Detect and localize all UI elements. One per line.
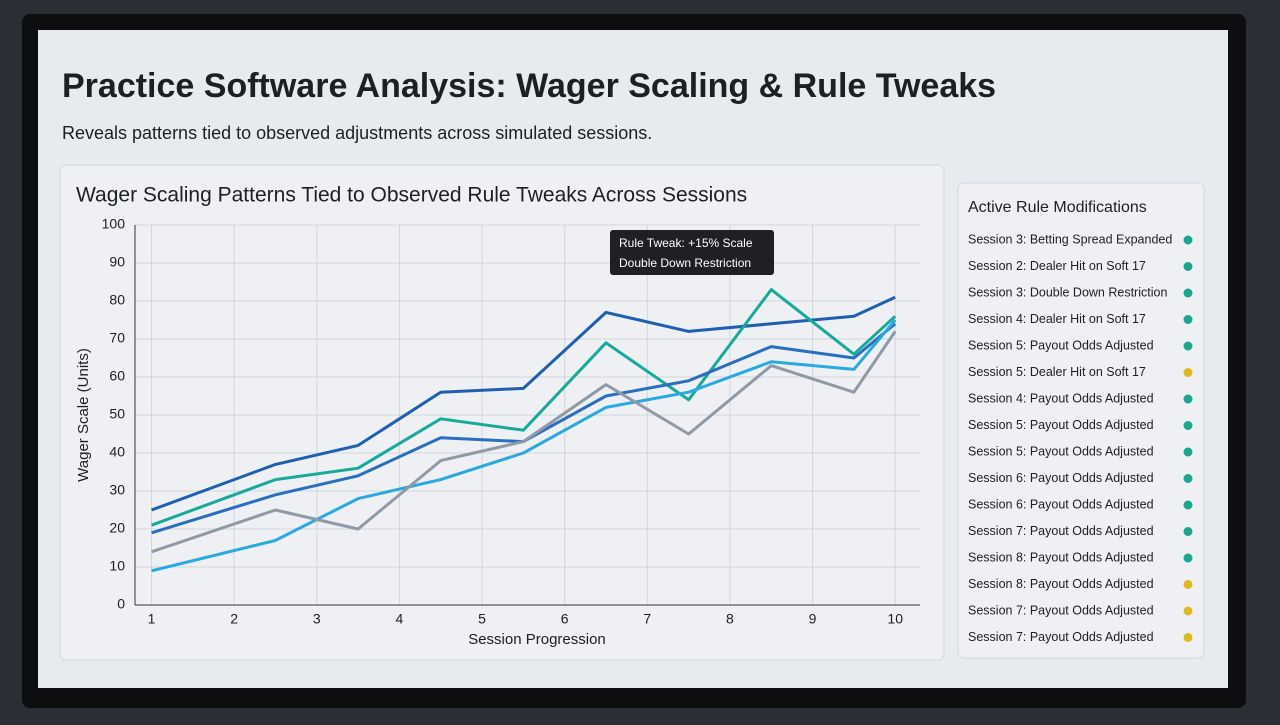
y-tick-label: 100 (102, 216, 126, 232)
y-tick-label: 60 (109, 368, 125, 384)
status-dot (1183, 315, 1193, 324)
y-tick-label: 20 (109, 520, 125, 536)
sidebar-panel (957, 182, 1205, 659)
x-tick-label: 3 (313, 611, 321, 627)
y-tick-label: 50 (109, 406, 125, 422)
series-line (151, 330, 897, 554)
x-tick-label: 7 (643, 611, 651, 627)
rule-item: Session 6: Payout Odds Adjusted (968, 471, 1154, 485)
chart-panel (59, 164, 945, 661)
y-tick-label: 0 (117, 596, 125, 612)
chart-title: Wager Scaling Patterns Tied to Observed … (76, 184, 747, 207)
status-dot (1183, 500, 1193, 510)
series-line (151, 322, 897, 535)
rule-item: Session 5: Payout Odds Adjusted (968, 418, 1154, 432)
x-tick-label: 6 (561, 611, 569, 627)
rule-item: Session 4: Dealer Hit on Soft 17 (968, 312, 1146, 326)
page-title: Practice Software Analysis: Wager Scalin… (62, 67, 996, 105)
status-dot (1183, 606, 1193, 616)
y-tick-label: 80 (109, 292, 125, 308)
rule-item: Session 7: Payout Odds Adjusted (968, 630, 1154, 644)
y-axis-label: Wager Scale (Units) (75, 348, 92, 482)
x-tick-label: 9 (809, 611, 817, 627)
rule-item: Session 8: Payout Odds Adjusted (968, 577, 1154, 591)
x-tick-label: 1 (148, 611, 156, 627)
x-tick-label: 10 (887, 611, 903, 627)
page-subtitle: Reveals patterns tied to observed adjust… (62, 123, 652, 143)
rule-item: Session 3: Double Down Restriction (968, 285, 1167, 299)
status-dot (1183, 288, 1193, 298)
y-tick-label: 10 (109, 558, 125, 574)
y-tick-label: 40 (109, 444, 125, 460)
status-dot (1183, 235, 1193, 245)
rule-item: Session 8: Payout Odds Adjusted (968, 550, 1154, 564)
status-dot (1183, 421, 1193, 430)
y-tick-label: 70 (109, 330, 125, 346)
rule-item: Session 7: Payout Odds Adjusted (968, 524, 1154, 538)
status-dot (1183, 447, 1193, 457)
x-axis-label: Session Progression (468, 631, 606, 648)
tooltip-box (610, 230, 774, 275)
status-dot (1183, 633, 1193, 642)
status-dot (1183, 368, 1193, 377)
status-dot (1183, 262, 1193, 271)
rule-item: Session 7: Payout Odds Adjusted (968, 603, 1154, 617)
series-line (151, 288, 897, 527)
status-dot (1183, 527, 1193, 536)
sidebar-title: Active Rule Modifications (968, 199, 1147, 216)
y-tick-label: 30 (109, 482, 125, 498)
rule-item: Session 5: Payout Odds Adjusted (968, 444, 1154, 458)
status-dot (1183, 553, 1193, 563)
status-dot (1183, 474, 1193, 483)
annotation: Double Down Restriction (619, 256, 751, 270)
x-tick-label: 2 (230, 611, 238, 627)
rule-item: Session 6: Payout Odds Adjusted (968, 497, 1154, 511)
x-tick-label: 4 (396, 611, 404, 627)
x-tick-label: 5 (478, 611, 486, 627)
x-tick-label: 8 (726, 611, 734, 627)
rule-item: Session 5: Payout Odds Adjusted (968, 338, 1154, 352)
rule-item: Session 3: Betting Spread Expanded (968, 232, 1172, 246)
rule-item: Session 2: Dealer Hit on Soft 17 (968, 259, 1146, 273)
status-dot (1183, 394, 1193, 404)
annotation: Rule Tweak: +15% Scale (619, 236, 753, 250)
status-dot (1183, 341, 1193, 351)
rule-item: Session 4: Payout Odds Adjusted (968, 391, 1154, 405)
status-dot (1183, 580, 1193, 589)
rule-item: Session 5: Dealer Hit on Soft 17 (968, 365, 1146, 379)
y-tick-label: 90 (109, 254, 125, 270)
annotation-tooltip: Rule Tweak: +15% Scale Double Down Restr… (610, 230, 774, 275)
